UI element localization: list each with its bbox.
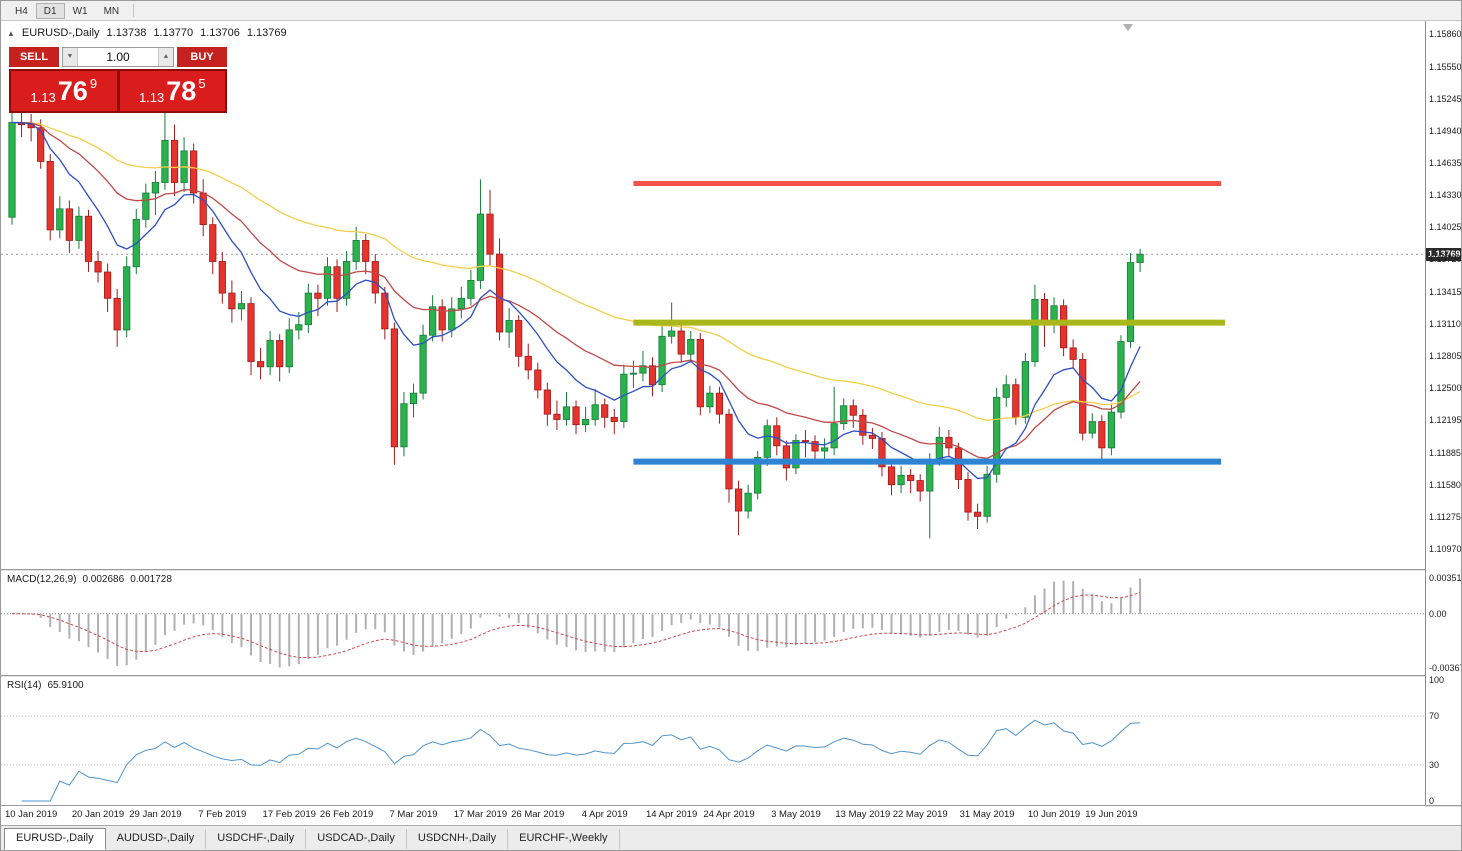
sell-button[interactable]: SELL — [9, 47, 59, 67]
macd-axis-zero: 0.00 — [1429, 608, 1447, 619]
ma-mid-red — [11, 121, 1141, 460]
date-axis-label: 13 May 2019 — [835, 809, 891, 820]
date-axis-label: 29 Jan 2019 — [129, 809, 182, 820]
timeframe-button-h4[interactable]: H4 — [15, 5, 28, 17]
rsi-axis-label: 70 — [1429, 711, 1440, 722]
rsi-indicator-label: RSI(14) 65.9100 — [7, 680, 84, 691]
ask-price-button[interactable]: 1.13 78 5 — [119, 71, 225, 111]
ask-big-figure: 78 — [166, 76, 197, 106]
chart-shift-marker-icon[interactable] — [1123, 24, 1133, 31]
chart-tab-bar: EURUSD-,Daily AUDUSD-,Daily USDCHF-,Daily U… — [1, 825, 1461, 850]
price-axis-label: 1.14025 — [1429, 222, 1462, 233]
date-axis-label: 7 Mar 2019 — [389, 809, 438, 820]
chart-tab-eurchf-weekly[interactable]: EURCHF-,Weekly — [508, 829, 620, 849]
timeframe-toolbar: H4 D1 W1 MN — [1, 1, 1461, 21]
ask-prefix: 1.13 — [138, 90, 165, 105]
chart-symbol-period: EURUSD-,Daily — [21, 27, 100, 39]
price-axis-label: 1.15860 — [1429, 29, 1462, 39]
timeframe-button-w1[interactable]: W1 — [72, 5, 88, 17]
date-axis-label: 20 Jan 2019 — [71, 809, 125, 820]
date-axis-label: 19 Jun 2019 — [1085, 809, 1138, 820]
chart-tab-usdchf-daily[interactable]: USDCHF-,Daily — [206, 829, 307, 849]
ohlc-open: 1.13738 — [106, 27, 147, 39]
macd-axis-min: -0.00367 — [1429, 663, 1462, 673]
price-axis-label: 1.13720 — [1429, 254, 1462, 265]
rsi-axis-label: 0 — [1429, 796, 1435, 806]
date-axis-label: 3 May 2019 — [771, 809, 821, 820]
price-axis-label: 1.14330 — [1429, 190, 1462, 201]
date-axis-label: 24 Apr 2019 — [703, 809, 755, 820]
date-axis-label: 26 Mar 2019 — [511, 809, 565, 820]
ohlc-high: 1.13770 — [153, 27, 194, 39]
macd-canvas[interactable] — [1, 571, 1425, 675]
main-chart-panel[interactable]: ▲ EURUSD-,Daily 1.13738 1.13770 1.13706 … — [1, 21, 1425, 569]
price-axis-label: 1.11275 — [1429, 511, 1461, 522]
date-axis[interactable]: 10 Jan 2019 20 Jan 2019 29 Jan 2019 7 Feb 2… — [1, 806, 1425, 825]
buy-button[interactable]: BUY — [177, 47, 227, 67]
chart-tab-eurusd-daily[interactable]: EURUSD-,Daily — [4, 828, 106, 850]
chart-collapse-icon[interactable]: ▲ — [7, 28, 15, 38]
date-axis-label: 10 Jun 2019 — [1027, 809, 1081, 820]
bid-pipette: 9 — [89, 76, 98, 91]
current-price-tag: 1.13769 — [1426, 247, 1461, 261]
rsi-axis-label: 100 — [1429, 675, 1445, 685]
rsi-indicator-panel[interactable]: RSI(14) 65.9100 — [1, 677, 1425, 805]
date-axis-label: 31 May 2019 — [959, 809, 1015, 820]
rsi-axis-label: 30 — [1429, 759, 1440, 770]
volume-box: ▼ ▲ — [62, 47, 174, 67]
price-axis[interactable]: 1.13769 1.15860 1.15550 1.15245 1.14940 1.14… — [1425, 21, 1462, 806]
toolbar-divider — [133, 4, 135, 17]
price-axis-label: 1.11885 — [1429, 447, 1461, 458]
chart-tab-audusd-daily[interactable]: AUDUSD-,Daily — [106, 829, 207, 849]
date-axis-label: 14 Apr 2019 — [646, 809, 698, 820]
ma-fast-blue — [11, 121, 1141, 480]
ohlc-close: 1.13769 — [246, 27, 287, 39]
ask-pipette: 5 — [198, 76, 206, 91]
bid-big-figure: 76 — [57, 76, 88, 106]
price-axis-label: 1.15550 — [1429, 61, 1462, 72]
panel-separator[interactable] — [1, 569, 1461, 571]
chart-title: ▲ EURUSD-,Daily 1.13738 1.13770 1.13706 … — [7, 27, 287, 39]
date-axis-label: 17 Mar 2019 — [453, 809, 508, 820]
bid-prefix: 1.13 — [30, 90, 56, 105]
price-axis-label: 1.12805 — [1429, 350, 1462, 361]
date-axis-label: 10 Jan 2019 — [4, 809, 58, 820]
timeframe-button-mn[interactable]: MN — [103, 5, 120, 17]
bid-price-button[interactable]: 1.13 76 9 — [11, 71, 117, 111]
date-axis-label: 7 Feb 2019 — [198, 809, 247, 820]
volume-increase-icon[interactable]: ▲ — [158, 48, 173, 66]
price-axis-label: 1.13415 — [1429, 286, 1462, 297]
price-axis-label: 1.14940 — [1429, 125, 1462, 136]
price-axis-label: 1.10970 — [1429, 544, 1462, 554]
panel-separator[interactable] — [1, 675, 1461, 677]
date-axis-label: 17 Feb 2019 — [262, 809, 316, 820]
date-axis-label: 26 Feb 2019 — [319, 809, 374, 820]
volume-input[interactable] — [78, 48, 158, 66]
date-axis-label: 22 May 2019 — [892, 809, 948, 820]
price-axis-label: 1.11580 — [1429, 479, 1461, 490]
ohlc-low: 1.13706 — [200, 27, 240, 39]
macd-axis-max: 0.003518 — [1429, 573, 1462, 583]
price-axis-label: 1.15245 — [1429, 93, 1462, 104]
macd-indicator-panel[interactable]: MACD(12,26,9) 0.002686 0.001728 — [1, 571, 1425, 675]
chart-tab-usdcnh-daily[interactable]: USDCNH-,Daily — [407, 829, 509, 849]
price-axis-label: 1.12195 — [1429, 414, 1462, 425]
price-axis-label: 1.12500 — [1429, 382, 1462, 393]
price-axis-label: 1.14635 — [1429, 158, 1462, 168]
rsi-canvas[interactable] — [1, 677, 1425, 805]
timeframe-button-d1[interactable]: D1 — [35, 2, 65, 19]
one-click-trading-widget: SELL ▼ ▲ BUY 1.13 76 9 1.13 78 5 — [9, 47, 227, 113]
chart-tab-usdcad-daily[interactable]: USDCAD-,Daily — [306, 829, 407, 849]
date-axis-label: 4 Apr 2019 — [581, 809, 628, 820]
volume-decrease-icon[interactable]: ▼ — [63, 48, 78, 66]
price-axis-label: 1.13110 — [1429, 318, 1461, 329]
ma-slow-yellow — [12, 121, 1141, 421]
main-chart-canvas[interactable] — [1, 21, 1425, 569]
macd-indicator-label: MACD(12,26,9) 0.002686 0.001728 — [7, 574, 172, 585]
